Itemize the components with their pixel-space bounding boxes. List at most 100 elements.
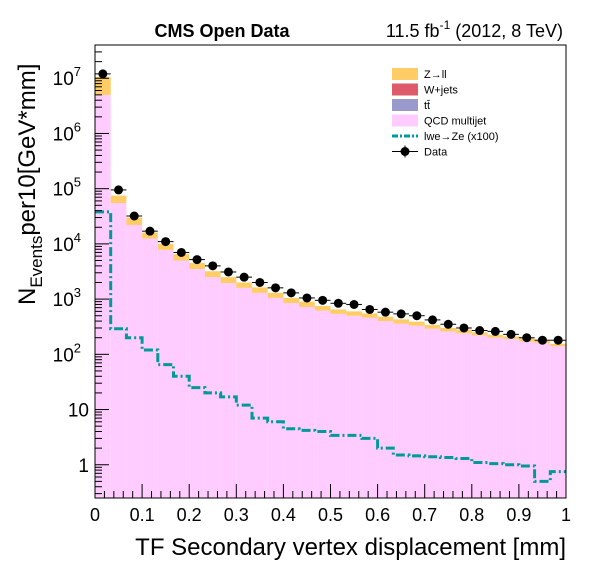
bar-z-ll (346, 311, 362, 316)
bar-qcd-multijet (267, 297, 284, 498)
legend-swatch (400, 147, 410, 156)
bar-qcd-multijet (534, 343, 551, 498)
bar-z-ll (189, 263, 205, 270)
data-point (471, 326, 488, 336)
data-point (126, 211, 143, 221)
bar-qcd-multijet (361, 317, 378, 498)
bar-qcd-multijet (393, 323, 410, 498)
data-points (95, 69, 566, 345)
stack-qcd-multijet (95, 94, 566, 498)
bar-qcd-multijet (487, 337, 504, 498)
legend-label: tt̄ (424, 100, 430, 112)
y-axis-label: NEventsper10[GeV*mm] (14, 64, 46, 305)
bar-z-ll (157, 243, 174, 250)
bar-z-ll (173, 254, 190, 261)
bar-z-ll (440, 327, 457, 332)
bar-z-ll (236, 282, 252, 288)
bar-z-ll (424, 324, 441, 329)
bar-z-ll (550, 343, 566, 347)
bar-qcd-multijet (330, 313, 347, 498)
data-point (503, 329, 519, 339)
legend-label: QCD multijet (424, 116, 486, 128)
data-point (424, 315, 441, 325)
bar-qcd-multijet (518, 341, 535, 498)
data-point (173, 247, 190, 257)
x-tick-label: 0.6 (365, 505, 390, 525)
bar-qcd-multijet (189, 269, 205, 498)
bar-z-ll (361, 313, 378, 318)
axes: 0 0.1 0.2 0.3 0.4 0.5 0.6 0.7 0.8 0.9 1 1 10 102 103 10… (53, 51, 571, 525)
bar-qcd-multijet (283, 303, 300, 498)
x-tick-label: 0.3 (224, 505, 249, 525)
x-tick-label: 0.9 (506, 505, 531, 525)
data-point (534, 335, 551, 345)
luminosity-label: 11.5 fb-1 (2012, 8 TeV) (386, 18, 563, 41)
data-point (283, 288, 300, 298)
bar-z-ll (393, 319, 410, 324)
data-point (346, 299, 362, 309)
legend-label: W+jets (424, 85, 458, 97)
bar-qcd-multijet (440, 331, 457, 498)
legend-swatch (392, 114, 418, 127)
x-tick-label: 0.1 (130, 505, 155, 525)
data-point (236, 272, 252, 282)
bar-qcd-multijet (314, 310, 331, 498)
chart-title: CMS Open Data (154, 21, 290, 41)
data-point (157, 237, 174, 247)
legend-entry-lwe-ze-x100-: lwe→Ze (x100) (392, 131, 499, 143)
bar-qcd-multijet (110, 203, 127, 498)
bar-qcd-multijet (456, 333, 472, 498)
bar-qcd-multijet (142, 238, 158, 498)
bar-z-ll (299, 301, 315, 307)
bar-qcd-multijet (157, 249, 174, 498)
y-tick-label: 106 (53, 119, 81, 145)
x-tick-label: 0 (90, 505, 100, 525)
y-tick-label: 102 (53, 340, 81, 366)
legend-entry-tt-: tt̄ (392, 99, 430, 112)
legend-entry-z-ll: Z→ll (392, 68, 447, 81)
bar-z-ll (314, 306, 331, 311)
bar-z-ll (487, 334, 504, 338)
bar-z-ll (110, 195, 127, 204)
legend-entry-qcd-multijet: QCD multijet (392, 114, 486, 128)
y-tick-label: 104 (53, 230, 81, 256)
data-point (330, 298, 347, 308)
data-point (550, 335, 566, 345)
signal-line (95, 210, 566, 483)
bar-qcd-multijet (550, 346, 566, 498)
data-point (189, 255, 205, 265)
bar-qcd-multijet (377, 321, 394, 498)
x-tick-label: 1 (561, 505, 571, 525)
y-tick-label: 103 (53, 285, 81, 311)
legend-label: Data (424, 147, 448, 159)
legend-swatch (392, 68, 418, 80)
y-tick-label: 105 (53, 175, 81, 201)
legend-label: lwe→Ze (x100) (424, 131, 499, 143)
data-point (377, 307, 394, 317)
bar-z-ll (377, 316, 394, 322)
data-point (314, 295, 331, 305)
bar-qcd-multijet (173, 260, 190, 498)
y-tick-label: 10 (68, 401, 89, 422)
data-point (267, 283, 284, 293)
x-tick-label: 0.4 (271, 505, 296, 525)
bar-z-ll (283, 297, 300, 304)
legend-label: Z→ll (424, 69, 447, 81)
legend-entry-data: Data (392, 145, 448, 159)
bar-qcd-multijet (204, 277, 221, 498)
bar-qcd-multijet (424, 328, 441, 498)
x-tick-label: 0.2 (177, 505, 202, 525)
bar-qcd-multijet (503, 338, 519, 498)
bar-z-ll (220, 277, 237, 284)
bar-qcd-multijet (126, 224, 143, 498)
data-point (456, 323, 472, 333)
bar-qcd-multijet (95, 94, 111, 498)
data-point (518, 333, 535, 343)
data-point (487, 326, 504, 336)
data-point (251, 277, 268, 287)
x-tick-label: 0.5 (318, 505, 343, 525)
legend-swatch (392, 99, 418, 111)
bar-qcd-multijet (471, 335, 488, 498)
bar-z-ll (409, 321, 425, 326)
